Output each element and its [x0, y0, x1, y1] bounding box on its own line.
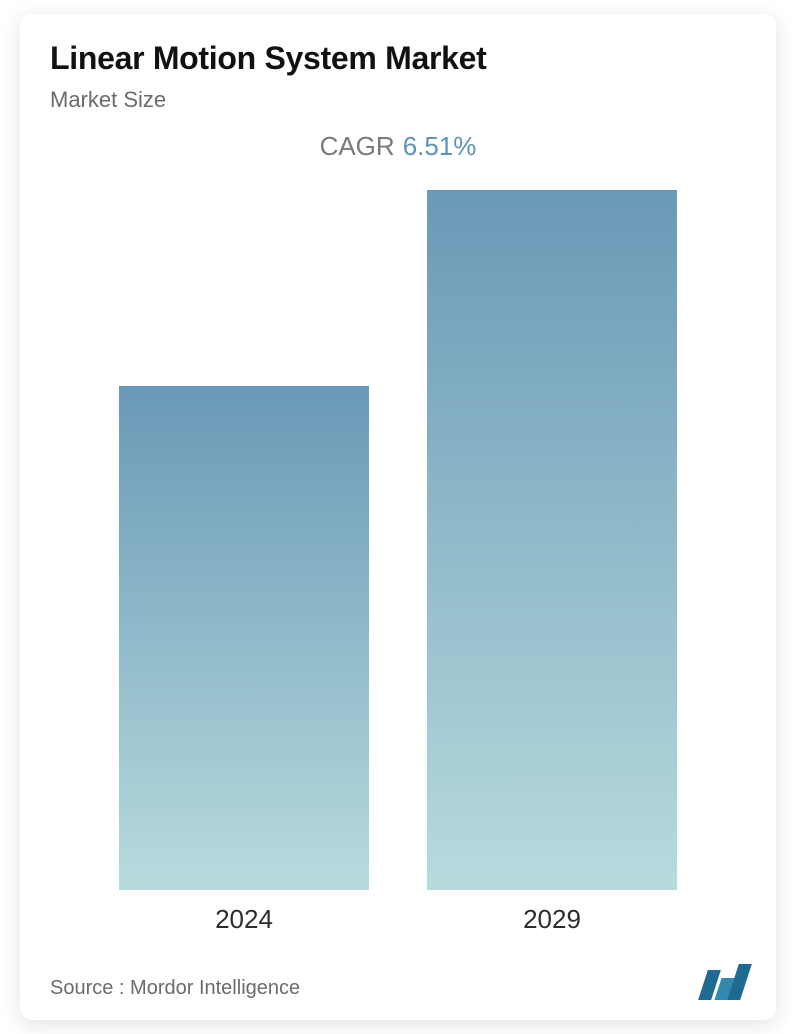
chart-title: Linear Motion System Market [50, 40, 746, 77]
chart-subtitle: Market Size [50, 87, 746, 113]
x-axis-label: 2029 [412, 890, 692, 946]
x-labels: 2024 2029 [50, 890, 746, 946]
chart-card: Linear Motion System Market Market Size … [20, 14, 776, 1020]
chart-footer: Source : Mordor Intelligence [50, 956, 746, 1000]
bars-container [50, 192, 746, 890]
bar [427, 190, 677, 890]
source-text: Source : Mordor Intelligence [50, 977, 300, 1000]
bar [119, 386, 369, 890]
cagr-label: CAGR [320, 131, 395, 161]
x-axis-label: 2024 [104, 890, 384, 946]
cagr-row: CAGR 6.51% [50, 131, 746, 162]
bar-column [104, 386, 384, 890]
bar-column [412, 190, 692, 890]
brand-logo-icon [703, 964, 746, 1000]
chart-area: 2024 2029 [50, 192, 746, 946]
cagr-value: 6.51% [403, 131, 477, 161]
